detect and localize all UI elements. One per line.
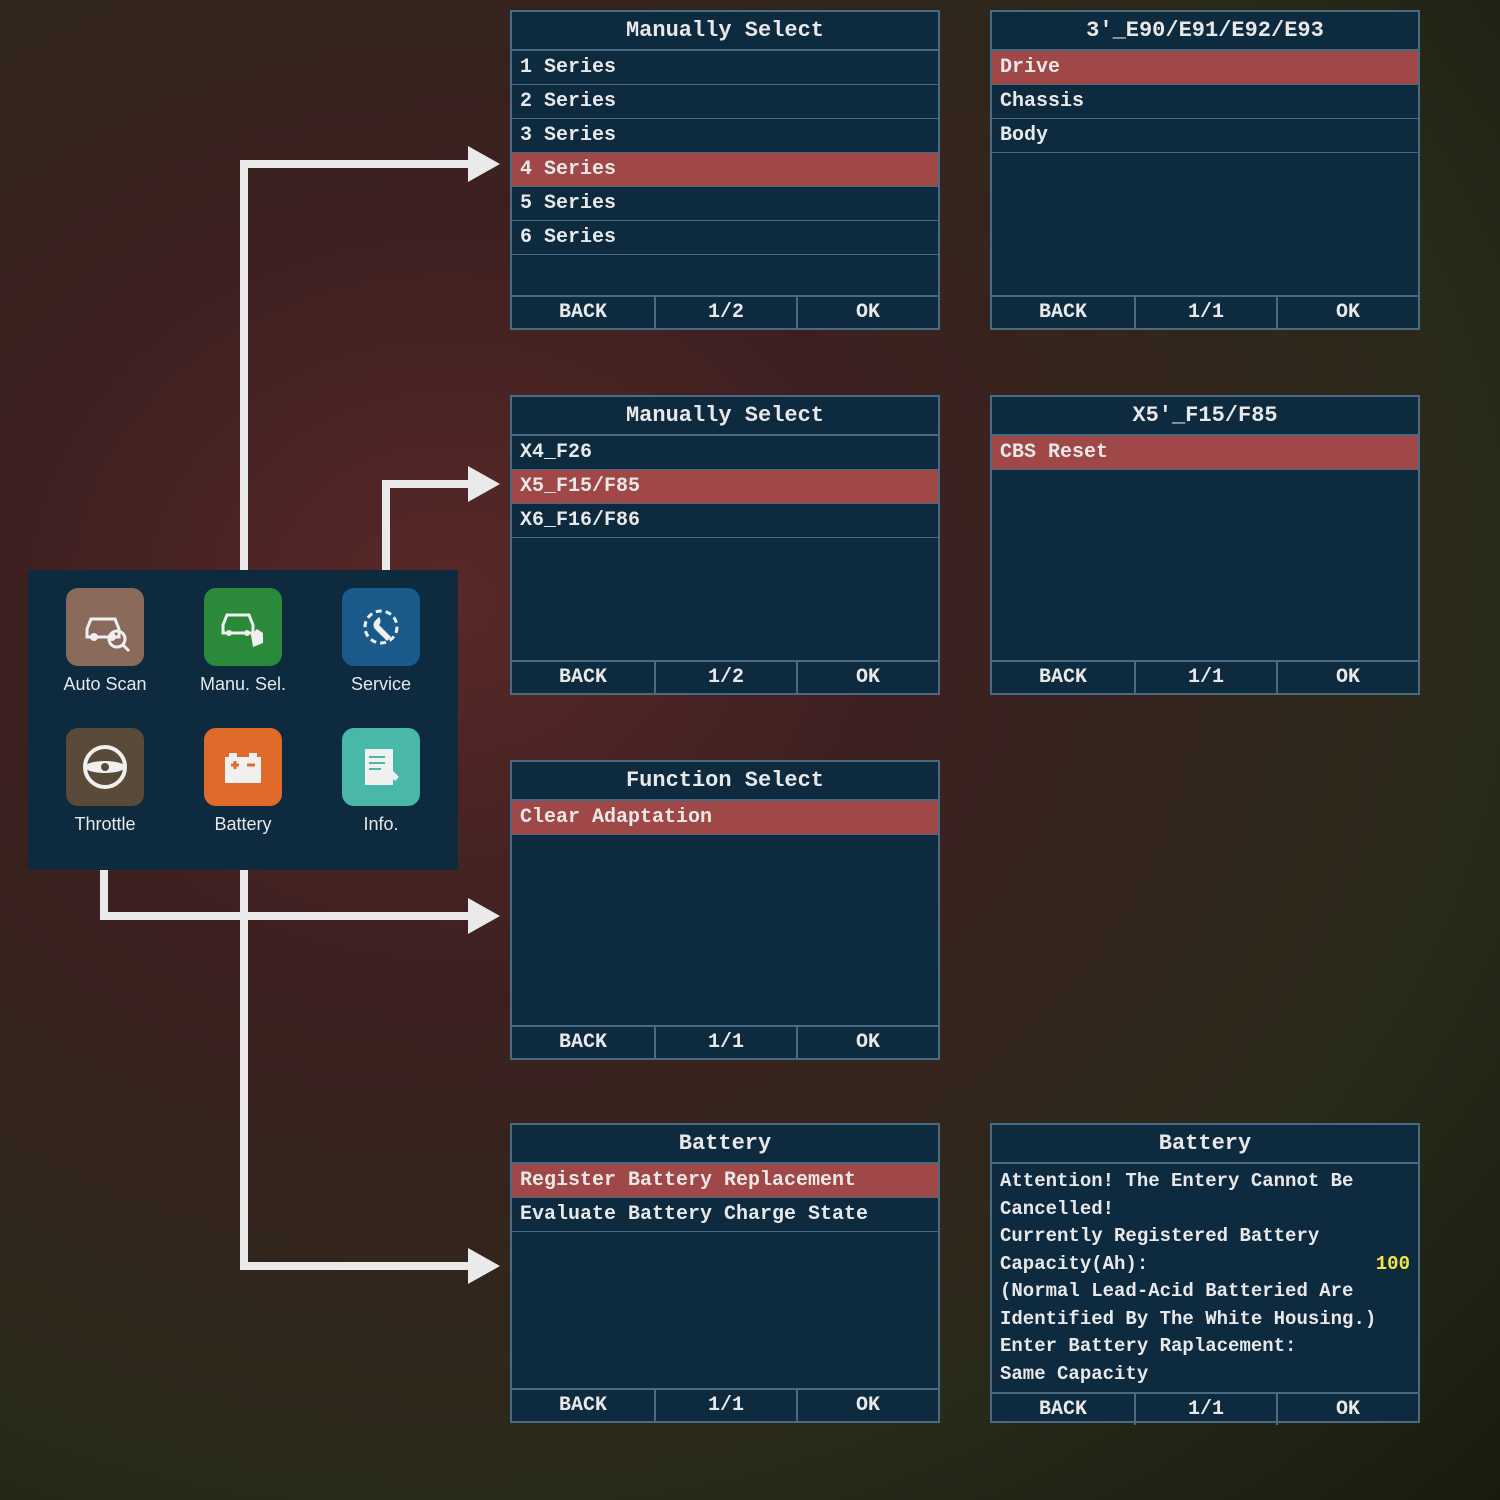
page-indicator: 1/1 — [1134, 297, 1276, 328]
screen-title: Manually Select — [512, 12, 938, 51]
screen-text: Attention! The Entery Cannot BeCancelled… — [992, 1164, 1418, 1392]
back-button[interactable]: BACK — [992, 297, 1134, 328]
ok-button[interactable]: OK — [796, 1027, 938, 1058]
arrow-line — [240, 870, 248, 1270]
screen-body: Clear Adaptation — [512, 801, 938, 1025]
back-button[interactable]: BACK — [512, 297, 654, 328]
menu-screen-s4: X5'_F15/F85CBS Reset BACK1/1OK — [990, 395, 1420, 695]
menu-item[interactable]: Evaluate Battery Charge State — [512, 1198, 938, 1232]
icon-label: Info. — [363, 814, 398, 835]
screen-footer: BACK1/1OK — [992, 295, 1418, 328]
screen-footer: BACK1/1OK — [992, 660, 1418, 693]
page-indicator: 1/1 — [654, 1390, 796, 1421]
ok-button[interactable]: OK — [1276, 662, 1418, 693]
throttle-icon — [66, 728, 144, 806]
page-indicator: 1/2 — [654, 662, 796, 693]
screen-body: Attention! The Entery Cannot BeCancelled… — [992, 1164, 1418, 1392]
screen-footer: BACK1/2OK — [512, 660, 938, 693]
ok-button[interactable]: OK — [1276, 297, 1418, 328]
ok-button[interactable]: OK — [796, 1390, 938, 1421]
ok-button[interactable]: OK — [1276, 1394, 1418, 1425]
menu-item[interactable]: Clear Adaptation — [512, 801, 938, 835]
icon-label: Manu. Sel. — [200, 674, 286, 695]
screen-body: Register Battery ReplacementEvaluate Bat… — [512, 1164, 938, 1388]
screen-footer: BACK1/1OK — [512, 1388, 938, 1421]
main-icon-panel: Auto Scan Manu. Sel. Service — [28, 570, 458, 870]
menu-item[interactable]: Body — [992, 119, 1418, 153]
menu-item[interactable]: 4 Series — [512, 153, 938, 187]
menu-screen-s3: Manually SelectX4_F26X5_F15/F85X6_F16/F8… — [510, 395, 940, 695]
icon-manu-sel[interactable]: Manu. Sel. — [178, 588, 308, 720]
menu-item[interactable]: 3 Series — [512, 119, 938, 153]
battery-icon — [204, 728, 282, 806]
ok-button[interactable]: OK — [796, 662, 938, 693]
arrow-head-icon — [468, 898, 500, 934]
arrow-line — [240, 160, 470, 168]
arrow-line — [382, 480, 472, 488]
icon-label: Service — [351, 674, 411, 695]
menu-item[interactable]: X5_F15/F85 — [512, 470, 938, 504]
screen-body: X4_F26X5_F15/F85X6_F16/F86 — [512, 436, 938, 660]
car-hand-icon — [204, 588, 282, 666]
screen-body: CBS Reset — [992, 436, 1418, 660]
screen-body: 1 Series2 Series3 Series4 Series5 Series… — [512, 51, 938, 295]
icon-throttle[interactable]: Throttle — [40, 728, 170, 860]
page-indicator: 1/1 — [1134, 1394, 1276, 1425]
icon-info[interactable]: Info. — [316, 728, 446, 860]
back-button[interactable]: BACK — [992, 1394, 1134, 1425]
screen-title: Function Select — [512, 762, 938, 801]
menu-item[interactable]: Drive — [992, 51, 1418, 85]
document-icon — [342, 728, 420, 806]
screen-title: 3'_E90/E91/E92/E93 — [992, 12, 1418, 51]
menu-item[interactable]: X4_F26 — [512, 436, 938, 470]
screen-title: X5'_F15/F85 — [992, 397, 1418, 436]
menu-item[interactable]: Chassis — [992, 85, 1418, 119]
menu-item[interactable]: 6 Series — [512, 221, 938, 255]
menu-item[interactable]: 5 Series — [512, 187, 938, 221]
arrow-line — [240, 1262, 470, 1270]
menu-item[interactable]: 1 Series — [512, 51, 938, 85]
icon-label: Throttle — [74, 814, 135, 835]
icon-service[interactable]: Service — [316, 588, 446, 720]
icon-label: Battery — [214, 814, 271, 835]
arrow-head-icon — [468, 1248, 500, 1284]
icon-auto-scan[interactable]: Auto Scan — [40, 588, 170, 720]
arrow-head-icon — [468, 146, 500, 182]
screen-title: Battery — [512, 1125, 938, 1164]
back-button[interactable]: BACK — [512, 1027, 654, 1058]
arrow-line — [382, 480, 390, 570]
page-indicator: 1/1 — [654, 1027, 796, 1058]
screen-body: DriveChassisBody — [992, 51, 1418, 295]
ok-button[interactable]: OK — [796, 297, 938, 328]
menu-screen-s7: BatteryAttention! The Entery Cannot BeCa… — [990, 1123, 1420, 1423]
screen-footer: BACK1/1OK — [992, 1392, 1418, 1425]
back-button[interactable]: BACK — [512, 662, 654, 693]
back-button[interactable]: BACK — [512, 1390, 654, 1421]
car-magnify-icon — [66, 588, 144, 666]
icon-battery[interactable]: Battery — [178, 728, 308, 860]
screen-title: Manually Select — [512, 397, 938, 436]
screen-footer: BACK1/2OK — [512, 295, 938, 328]
menu-item[interactable]: X6_F16/F86 — [512, 504, 938, 538]
screen-title: Battery — [992, 1125, 1418, 1164]
arrow-line — [100, 912, 470, 920]
screen-footer: BACK1/1OK — [512, 1025, 938, 1058]
capacity-value: 100 — [1376, 1251, 1410, 1279]
back-button[interactable]: BACK — [992, 662, 1134, 693]
page-indicator: 1/1 — [1134, 662, 1276, 693]
menu-item[interactable]: CBS Reset — [992, 436, 1418, 470]
menu-screen-s6: BatteryRegister Battery ReplacementEvalu… — [510, 1123, 940, 1423]
page-indicator: 1/2 — [654, 297, 796, 328]
menu-screen-s2: 3'_E90/E91/E92/E93DriveChassisBodyBACK1/… — [990, 10, 1420, 330]
icon-label: Auto Scan — [63, 674, 146, 695]
menu-item[interactable]: 2 Series — [512, 85, 938, 119]
gear-wrench-icon — [342, 588, 420, 666]
arrow-line — [240, 160, 248, 570]
menu-screen-s5: Function SelectClear Adaptation BACK1/1OK — [510, 760, 940, 1060]
arrow-head-icon — [468, 466, 500, 502]
menu-item[interactable]: Register Battery Replacement — [512, 1164, 938, 1198]
menu-screen-s1: Manually Select1 Series2 Series3 Series4… — [510, 10, 940, 330]
